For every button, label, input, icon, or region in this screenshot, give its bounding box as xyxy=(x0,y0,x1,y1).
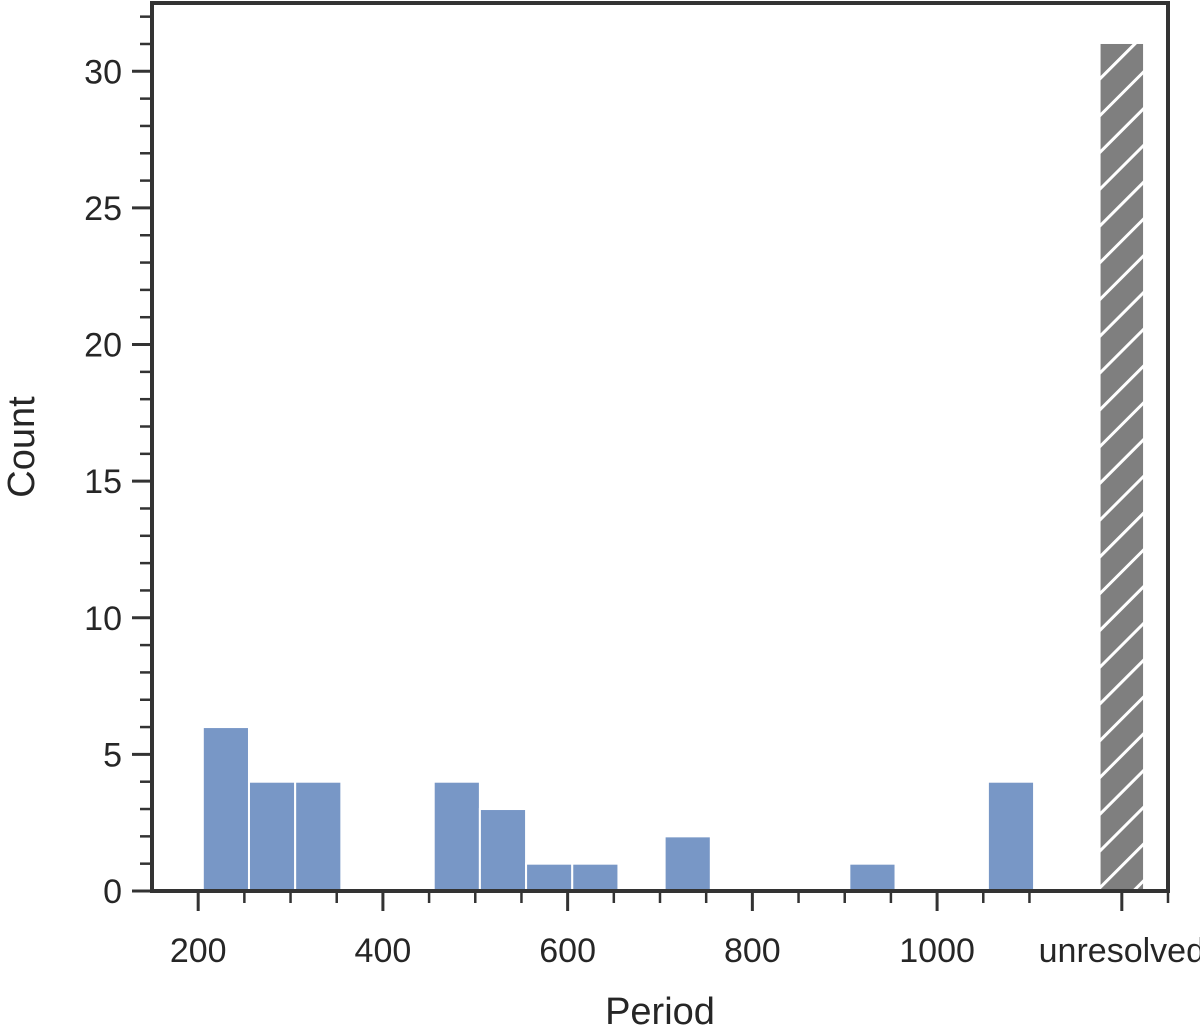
labels-layer: 200 400 600 800 1000 unresolved 0 5 10 15 20 25 30 xyxy=(84,53,1200,970)
histogram-bar-5 xyxy=(478,808,528,892)
histogram-bar-1 xyxy=(201,726,250,892)
y-axis-label: Count xyxy=(1,396,43,498)
plot-frame xyxy=(150,1,1170,893)
bars-layer xyxy=(201,43,1144,893)
x-tick-label-4: 800 xyxy=(724,932,781,970)
x-tick-label-3: 600 xyxy=(539,932,596,970)
histogram-bar-3 xyxy=(294,780,343,893)
histogram-bar-10 xyxy=(986,780,1036,893)
x-tick-label-6: unresolved xyxy=(1039,932,1200,970)
y-tick-label-6: 25 xyxy=(84,190,122,228)
histogram-bar-4 xyxy=(432,780,481,893)
x-tick-label-2: 400 xyxy=(355,932,412,970)
unresolved-bar xyxy=(1100,43,1144,891)
y-tick-label-2: 5 xyxy=(103,736,122,774)
y-tick-label-4: 15 xyxy=(84,463,122,501)
ticks-layer xyxy=(132,15,1170,911)
histogram-bar-8 xyxy=(663,835,712,892)
histogram-bar-2 xyxy=(247,780,297,893)
y-tick-label-5: 20 xyxy=(84,327,122,365)
histogram-bar-7 xyxy=(571,862,620,893)
histogram-bar-9 xyxy=(848,862,897,893)
x-axis-label: Period xyxy=(605,991,715,1027)
x-tick-label-1: 200 xyxy=(170,932,227,970)
y-tick-label-3: 10 xyxy=(84,600,122,638)
x-tick-label-5: 1000 xyxy=(899,932,975,970)
histogram-bar-6 xyxy=(525,862,574,893)
y-tick-label-1: 0 xyxy=(103,873,122,911)
y-tick-label-7: 30 xyxy=(84,53,122,91)
